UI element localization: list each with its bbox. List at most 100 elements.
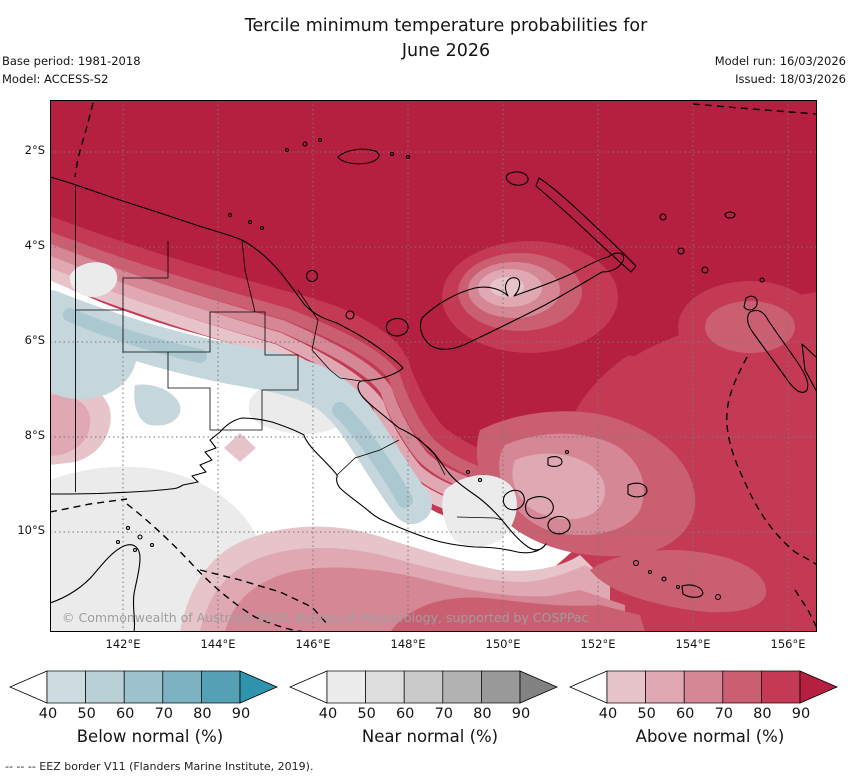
lon-label-152e: 152°E [580, 637, 616, 651]
contour-blue-core-2 [332, 402, 413, 508]
copyright-text: © Commonwealth of Australia 2026, Bureau… [62, 610, 588, 625]
legend-above-seg-60 [683, 670, 724, 704]
lon-label-154e: 154°E [675, 637, 711, 651]
legend-near-normal: 40 50 60 70 80 90 Near normal (%) [289, 670, 571, 758]
coastline-woodlark [627, 482, 648, 498]
legend-above-left-arrow [569, 670, 608, 704]
title-line-1: Tercile minimum temperature probabilitie… [244, 16, 648, 36]
legend-near-seg-80 [481, 670, 521, 704]
issued-text: Issued: 18/03/2026 [735, 72, 846, 86]
legend-near-title: Near normal (%) [361, 727, 499, 746]
tick-40: 40 [38, 706, 58, 722]
coastline-fergusson [525, 496, 554, 519]
contour-rmid-50 [512, 453, 606, 520]
coastline-new-hanover [505, 171, 529, 186]
legend-below-left-arrow [9, 670, 48, 704]
tick-40: 40 [598, 706, 618, 722]
meta-right: Model run: 16/03/2026 Issued: 18/03/2026 [715, 52, 846, 88]
coastline-bougainville [746, 309, 809, 393]
coastlines [50, 137, 817, 632]
legend-below-right-arrow [239, 670, 279, 704]
base-period-text: Base period: 1981-2018 [2, 54, 141, 68]
lon-label-142e: 142°E [105, 637, 141, 651]
legend-below-title: Below normal (%) [76, 727, 224, 746]
legend-above-right-arrow [799, 670, 839, 704]
coastline-umboi [385, 317, 409, 337]
legend-near-seg-40 [326, 670, 366, 704]
lon-label-148e: 148°E [390, 637, 426, 651]
coastline-trobriand [547, 456, 563, 467]
contour-above-90 [50, 100, 817, 462]
lon-label-156e: 156°E [770, 637, 806, 651]
tick-50: 50 [357, 706, 376, 722]
tick-40: 40 [318, 706, 338, 722]
tick-90: 90 [791, 706, 811, 722]
tick-80: 80 [473, 706, 492, 722]
lat-label-6s: 6°S [24, 333, 45, 347]
tick-60: 60 [115, 706, 135, 722]
lon-label-146e: 146°E [295, 637, 331, 651]
eez-footnote: -- -- -- EEZ border V11 (Flanders Marine… [5, 760, 314, 773]
contour-gray-nw [69, 262, 118, 298]
coastline-mainland [50, 176, 547, 554]
map-canvas: © Commonwealth of Australia 2026, Bureau… [50, 100, 817, 632]
tick-50: 50 [77, 706, 96, 722]
map-frame [50, 100, 817, 632]
legend-above-title: Above normal (%) [635, 727, 785, 746]
lat-label-2s: 2°S [24, 143, 45, 157]
page-title: Tercile minimum temperature probabilitie… [50, 14, 842, 64]
legend-near-seg-50 [365, 670, 405, 704]
tick-90: 90 [511, 706, 531, 722]
legend-below-normal: 40 50 60 70 80 90 Below normal (%) [9, 670, 291, 758]
coastline-new-britain [419, 252, 625, 350]
legend-above-seg-40 [606, 670, 646, 704]
coastline-normanby [547, 515, 571, 535]
contour-patch-left-50 [50, 394, 91, 456]
legend-above-bar [569, 670, 839, 704]
contour-gray-tip [442, 474, 517, 547]
contour-patch-nb-40 [490, 277, 524, 297]
legend-below-seg-80 [201, 670, 241, 704]
legend-above-seg-70 [722, 670, 762, 704]
legend-below-seg-50 [85, 670, 125, 704]
lat-label-10s: 10°S [17, 523, 45, 537]
legend-near-bar [289, 670, 559, 704]
lat-label-8s: 8°S [24, 428, 45, 442]
tick-50: 50 [637, 706, 656, 722]
coastline-karkar [305, 269, 319, 283]
legend-near-left-arrow [289, 670, 328, 704]
coastline-manus [337, 148, 380, 165]
tick-60: 60 [675, 706, 695, 722]
lon-label-144e: 144°E [200, 637, 236, 651]
tick-80: 80 [193, 706, 212, 722]
meta-left: Base period: 1981-2018 Model: ACCESS-S2 [2, 52, 141, 88]
legend-near-right-arrow [519, 670, 559, 704]
eez-borders [50, 102, 817, 632]
gridlines [50, 100, 817, 632]
tick-70: 70 [154, 706, 174, 722]
lat-label-4s: 4°S [24, 238, 45, 252]
tick-70: 70 [714, 706, 734, 722]
probability-map: © Commonwealth of Australia 2026, Bureau… [50, 100, 817, 632]
contour-bottom-70 [390, 597, 645, 632]
lon-label-150e: 150°E [485, 637, 521, 651]
coastline-new-ireland [535, 177, 637, 273]
legend-below-seg-70 [162, 670, 202, 704]
contour-diamond-40 [224, 433, 256, 462]
legend-above-seg-50 [645, 670, 685, 704]
coastline-australia [50, 544, 141, 632]
legend-near-seg-70 [442, 670, 482, 704]
title-line-2: June 2026 [401, 41, 491, 61]
coastline-choiseul [801, 343, 817, 393]
legend-below-seg-60 [123, 670, 164, 704]
tick-60: 60 [395, 706, 415, 722]
legend-below-seg-40 [46, 670, 86, 704]
province-borders [76, 239, 503, 521]
model-run-text: Model run: 16/03/2026 [714, 54, 846, 68]
contour-streak-70 [590, 550, 767, 613]
legend-below-bar [9, 670, 279, 704]
coastline-buka [743, 295, 758, 311]
coastline-long-island [345, 310, 355, 320]
coastline-goodenough [502, 489, 525, 511]
